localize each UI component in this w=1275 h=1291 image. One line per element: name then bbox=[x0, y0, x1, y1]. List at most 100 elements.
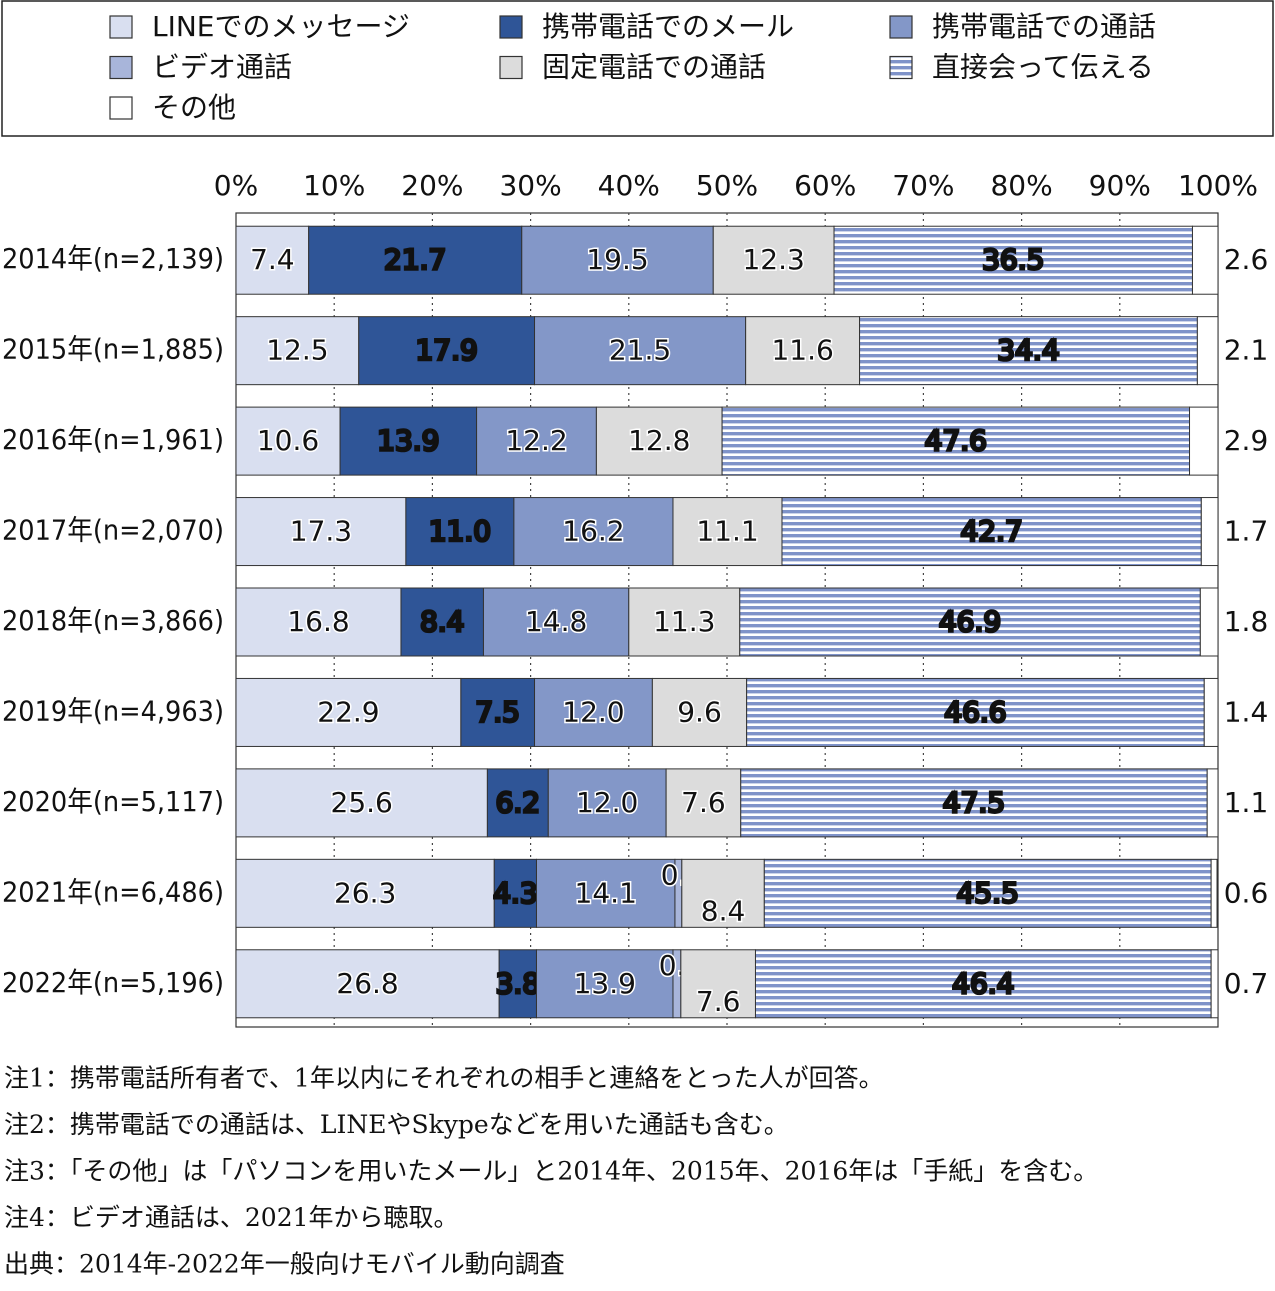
bar-segment bbox=[339, 406, 478, 476]
value-label: 1.7 bbox=[1224, 515, 1269, 548]
value-label: 25.6 bbox=[331, 786, 393, 819]
bar-segment bbox=[235, 497, 407, 567]
category-label: 2019年(n=4,963) bbox=[2, 694, 224, 727]
value-label: 3.8 bbox=[496, 967, 541, 1000]
bar-segment bbox=[235, 406, 341, 476]
category-label: 2017年(n=2,070) bbox=[2, 514, 224, 547]
category-label: 2016年(n=1,961) bbox=[2, 423, 224, 456]
note: 注1：携帯電話所有者で、1年以内にそれぞれの相手と連絡をとった人が回答。 bbox=[4, 1064, 884, 1093]
value-label: 22.9 bbox=[317, 695, 379, 728]
x-tick-label: 50% bbox=[696, 169, 758, 202]
bar-segment bbox=[740, 768, 1208, 838]
legend-swatch bbox=[109, 55, 133, 80]
value-label: 26.8 bbox=[336, 967, 398, 1000]
category-label: 2015年(n=1,885) bbox=[2, 333, 224, 366]
value-label: 47.5 bbox=[943, 786, 1005, 819]
value-label: 26.3 bbox=[334, 876, 396, 909]
x-tick-label: 10% bbox=[303, 169, 365, 202]
legend-label: 携帯電話での通話 bbox=[932, 10, 1156, 43]
bar-segment bbox=[235, 316, 360, 386]
value-label: 13.9 bbox=[377, 424, 439, 457]
value-label: 14.8 bbox=[525, 605, 587, 638]
bar-segment bbox=[781, 497, 1202, 567]
value-label: 21.5 bbox=[609, 334, 671, 367]
legend-swatch bbox=[499, 55, 523, 80]
value-label: 11.6 bbox=[771, 334, 833, 367]
bar-segment bbox=[1206, 768, 1219, 838]
bar-segment bbox=[460, 677, 536, 747]
bar-segment bbox=[651, 677, 748, 747]
value-label: 10.6 bbox=[257, 424, 319, 457]
bar-segment bbox=[763, 858, 1212, 928]
value-label: 11.3 bbox=[653, 605, 715, 638]
value-label: 17.9 bbox=[415, 334, 477, 367]
bar-segment bbox=[1200, 497, 1219, 567]
value-label: 8.4 bbox=[701, 894, 746, 927]
value-label: 1.1 bbox=[1224, 786, 1269, 819]
x-tick-label: 90% bbox=[1089, 169, 1151, 202]
category-label: 2018年(n=3,866) bbox=[2, 604, 224, 637]
value-label: 17.3 bbox=[290, 515, 352, 548]
bar-segment bbox=[493, 858, 537, 928]
bar-segment bbox=[547, 768, 667, 838]
value-label: 19.5 bbox=[586, 243, 648, 276]
legend-label: LINEでのメッセージ bbox=[152, 10, 410, 43]
value-label: 11.0 bbox=[429, 515, 491, 548]
value-label: 34.4 bbox=[997, 334, 1059, 367]
value-label: 45.5 bbox=[957, 876, 1019, 909]
legend-swatch bbox=[499, 15, 523, 39]
bar-segment bbox=[476, 406, 597, 476]
value-label: 0.6 bbox=[1224, 876, 1269, 909]
x-tick-label: 20% bbox=[401, 169, 463, 202]
category-label: 2020年(n=5,117) bbox=[2, 785, 224, 818]
x-tick-label: 60% bbox=[794, 169, 856, 202]
bar-segment bbox=[235, 225, 310, 295]
legend-swatch bbox=[109, 15, 133, 39]
value-label: 7.5 bbox=[475, 695, 520, 728]
note: 注2：携帯電話での通話は、LINEやSkypeなどを用いた通話も含む。 bbox=[4, 1110, 789, 1139]
bar-segment bbox=[235, 858, 495, 928]
bar-segment bbox=[1191, 225, 1219, 295]
x-tick-label: 0% bbox=[214, 169, 258, 202]
value-label: 2.9 bbox=[1224, 424, 1269, 457]
value-label: 12.5 bbox=[266, 334, 328, 367]
value-label: 1.4 bbox=[1224, 695, 1269, 728]
category-label: 2014年(n=2,139) bbox=[2, 242, 224, 275]
bar-segment bbox=[833, 225, 1193, 295]
value-label: 36.5 bbox=[982, 243, 1044, 276]
bar-segment bbox=[521, 225, 714, 295]
value-label: 42.7 bbox=[960, 515, 1022, 548]
bar-segment bbox=[672, 497, 783, 567]
legend-label: その他 bbox=[152, 91, 236, 124]
note: 注3：「その他」は「パソコンを用いたメール」と2014年、2015年、2016年… bbox=[4, 1157, 1098, 1186]
value-label: 46.9 bbox=[939, 605, 1001, 638]
bar-segment bbox=[1210, 858, 1218, 928]
bar-segment bbox=[1210, 949, 1219, 1019]
bar-segment bbox=[1203, 677, 1219, 747]
legend-swatch bbox=[889, 15, 913, 39]
x-tick-label: 100% bbox=[1178, 169, 1258, 202]
bar-segment bbox=[1189, 406, 1219, 476]
bar-segment bbox=[665, 768, 742, 838]
value-label: 12.3 bbox=[742, 243, 804, 276]
bar-segment bbox=[754, 949, 1212, 1019]
x-tick-label: 70% bbox=[892, 169, 954, 202]
category-label: 2022年(n=5,196) bbox=[2, 966, 224, 999]
bar-segment bbox=[482, 587, 630, 657]
bar-segment bbox=[1196, 316, 1219, 386]
value-label: 46.4 bbox=[952, 967, 1014, 1000]
bar-segment bbox=[513, 497, 674, 567]
value-label: 12.8 bbox=[628, 424, 690, 457]
value-label: 47.6 bbox=[925, 424, 987, 457]
bar-segment bbox=[721, 406, 1191, 476]
bar-segment bbox=[235, 587, 402, 657]
bar-segment bbox=[1199, 587, 1219, 657]
bar-segment bbox=[235, 949, 500, 1019]
bar-segment bbox=[859, 316, 1198, 386]
value-label: 16.8 bbox=[287, 605, 349, 638]
value-label: 12.0 bbox=[562, 695, 624, 728]
value-label: 6.2 bbox=[496, 786, 541, 819]
bar-segment bbox=[535, 858, 676, 928]
legend-label: ビデオ通話 bbox=[152, 51, 292, 84]
